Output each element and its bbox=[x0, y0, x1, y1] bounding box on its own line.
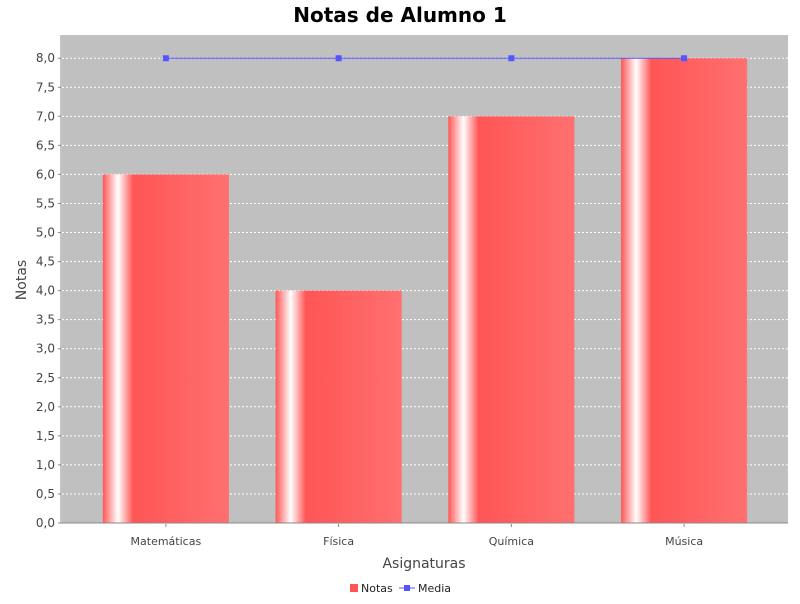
y-tick-label: 8,0 bbox=[36, 51, 55, 65]
legend-label-media: Media bbox=[418, 582, 451, 595]
y-tick-label: 7,5 bbox=[36, 80, 55, 94]
legend: Notas Media bbox=[350, 582, 451, 595]
y-tick-label: 5,5 bbox=[36, 196, 55, 210]
legend-swatch-notas bbox=[350, 584, 358, 592]
y-tick-label: 1,0 bbox=[36, 458, 55, 472]
y-tick-label: 1,5 bbox=[36, 429, 55, 443]
x-category-label: Física bbox=[323, 535, 354, 548]
bar-3 bbox=[621, 58, 748, 523]
media-point-0 bbox=[162, 55, 169, 62]
y-tick-label: 2,5 bbox=[36, 371, 55, 385]
y-tick-label: 2,0 bbox=[36, 400, 55, 414]
y-tick-label: 7,0 bbox=[36, 109, 55, 123]
y-tick-label: 3,5 bbox=[36, 313, 55, 327]
x-category-label: Química bbox=[489, 535, 534, 548]
bar-2 bbox=[448, 116, 575, 523]
y-axis-title: Notas bbox=[14, 260, 30, 300]
y-tick-label: 6,5 bbox=[36, 138, 55, 152]
chart-title: Notas de Alumno 1 bbox=[293, 3, 507, 27]
media-point-2 bbox=[508, 55, 515, 62]
bar-1 bbox=[275, 290, 402, 523]
media-point-3 bbox=[681, 55, 688, 62]
x-axis-categories: Matemáticas Física Química Música bbox=[131, 524, 703, 548]
y-tick-label: 0,0 bbox=[36, 516, 55, 530]
legend-marker-media bbox=[404, 585, 410, 591]
y-axis-ticks: 0,0 0,5 1,0 1,5 2,0 2,5 3,0 3,5 4,0 4,5 5,0 5,5 6,0 6… bbox=[36, 51, 61, 530]
y-tick-label: 4,0 bbox=[36, 284, 55, 298]
y-tick-label: 5,0 bbox=[36, 226, 55, 240]
legend-label-notas: Notas bbox=[361, 582, 393, 595]
y-tick-label: 3,0 bbox=[36, 342, 55, 356]
x-category-label: Música bbox=[665, 535, 703, 548]
x-category-label: Matemáticas bbox=[131, 535, 202, 548]
media-point-1 bbox=[335, 55, 342, 62]
media-line bbox=[162, 55, 688, 62]
bar-0 bbox=[102, 174, 229, 523]
y-tick-label: 6,0 bbox=[36, 167, 55, 181]
bars bbox=[102, 58, 748, 523]
x-axis-title: Asignaturas bbox=[382, 556, 465, 572]
y-tick-label: 4,5 bbox=[36, 255, 55, 269]
y-tick-label: 0,5 bbox=[36, 487, 55, 501]
